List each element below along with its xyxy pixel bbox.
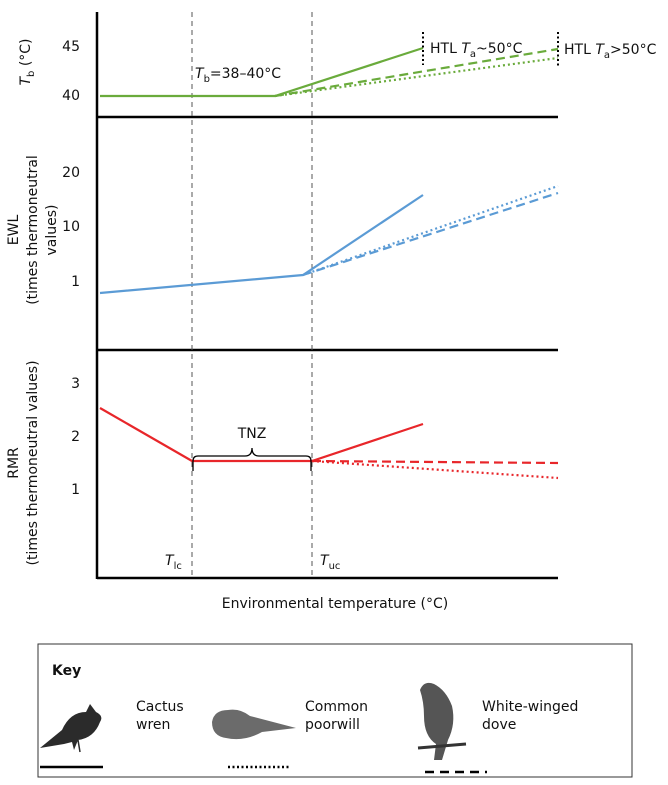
x-label: Environmental temperature (°C)	[222, 596, 448, 612]
key-title: Key	[52, 663, 81, 679]
y-tick-label: 40	[62, 88, 80, 104]
key-label: dove	[482, 717, 516, 733]
annotation: HTL Ta~50°C	[430, 41, 523, 60]
annotation: Tuc	[320, 553, 340, 572]
key-label: White-winged	[482, 699, 578, 715]
y-label: RMR (times thermoneutral values)	[6, 360, 41, 565]
subscript: uc	[329, 561, 341, 572]
brace	[193, 448, 311, 471]
annotation: TNZ	[237, 426, 267, 442]
annotation-text: =38–40°C	[210, 66, 281, 82]
key-label: Cactus	[136, 699, 184, 715]
y-label-line: (times thermoneutral values)	[25, 360, 41, 565]
annotation: HTL Ta>50°C	[564, 42, 657, 61]
annotation-text: >50°C	[610, 42, 657, 58]
y-tick-label: 1	[71, 482, 80, 498]
y-tick-label: 1	[71, 274, 80, 290]
rmr-lines	[100, 408, 558, 478]
y-label-line: EWL	[6, 215, 22, 246]
key-label: poorwill	[305, 717, 360, 733]
y-label-line: (times thermoneutral	[25, 155, 41, 305]
annotation-text: HTL	[564, 42, 595, 58]
key-label: wren	[136, 717, 170, 733]
subscript: lc	[174, 561, 182, 572]
y-label-line: RMR	[6, 447, 22, 479]
annotation: Tb=38–40°C	[195, 66, 281, 85]
key-label: Common	[305, 699, 368, 715]
annotation-text: HTL	[430, 41, 461, 57]
annotation-text: ~50°C	[476, 41, 523, 57]
y-tick-label: 3	[71, 376, 80, 392]
ewl-lines	[100, 186, 558, 293]
y-label-line: values)	[44, 205, 60, 256]
figure: Tb (°C) 45 40 Tb=38–40°C HTL Ta~50°C HTL…	[0, 0, 668, 781]
annotation: Tlc	[165, 553, 182, 572]
y-label: EWL (times thermoneutral values)	[6, 155, 60, 305]
y-tick-label: 45	[62, 39, 80, 55]
y-label: Tb (°C)	[18, 38, 37, 85]
unit: (°C)	[18, 38, 34, 70]
y-tick-label: 10	[62, 219, 80, 235]
y-tick-label: 2	[71, 429, 80, 445]
y-tick-label: 20	[62, 165, 80, 181]
